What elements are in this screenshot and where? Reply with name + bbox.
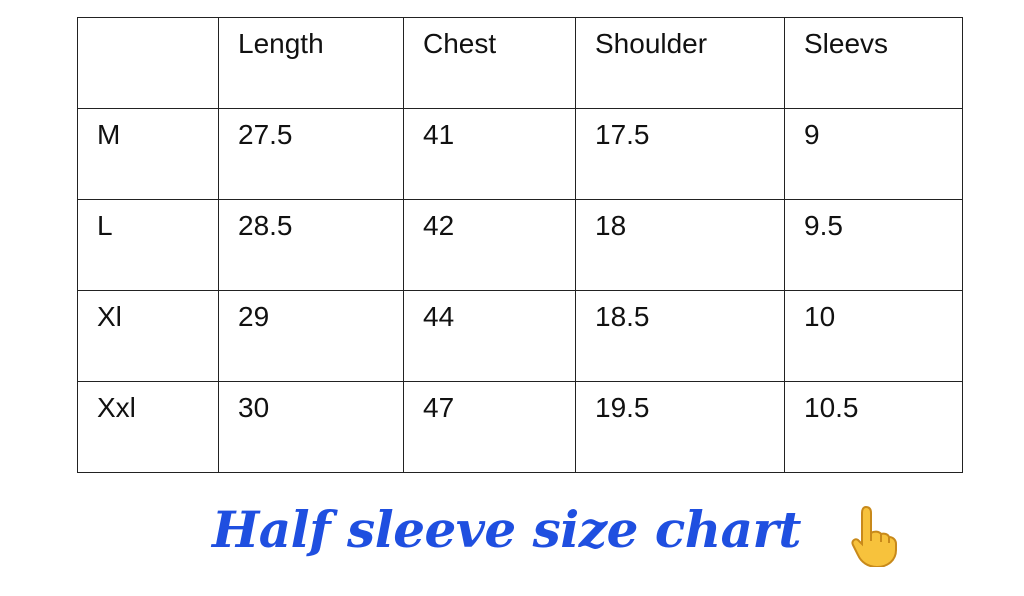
header-cell bbox=[77, 17, 219, 109]
table-row: L 28.5 42 18 9.5 bbox=[77, 199, 963, 291]
table-row: Xxl 30 47 19.5 10.5 bbox=[77, 381, 963, 473]
header-cell: Sleevs bbox=[784, 17, 963, 109]
header-row: Length Chest Shoulder Sleevs bbox=[77, 17, 963, 109]
chart-caption: Half sleeve size chart bbox=[212, 500, 801, 559]
size-cell: M bbox=[77, 108, 219, 200]
table-cell: 41 bbox=[403, 108, 576, 200]
pointing-up-hand-icon bbox=[851, 505, 897, 567]
table-cell: 42 bbox=[403, 199, 576, 291]
table-row: M 27.5 41 17.5 9 bbox=[77, 108, 963, 200]
table-cell: 29 bbox=[218, 290, 404, 382]
table-cell: 44 bbox=[403, 290, 576, 382]
table-cell: 18.5 bbox=[575, 290, 785, 382]
table-cell: 18 bbox=[575, 199, 785, 291]
table-cell: 47 bbox=[403, 381, 576, 473]
table-cell: 28.5 bbox=[218, 199, 404, 291]
size-cell: Xxl bbox=[77, 381, 219, 473]
size-cell: L bbox=[77, 199, 219, 291]
header-cell: Chest bbox=[403, 17, 576, 109]
table-cell: 10.5 bbox=[784, 381, 963, 473]
table-cell: 17.5 bbox=[575, 108, 785, 200]
table-row: Xl 29 44 18.5 10 bbox=[77, 290, 963, 382]
table-cell: 19.5 bbox=[575, 381, 785, 473]
size-cell: Xl bbox=[77, 290, 219, 382]
table-cell: 10 bbox=[784, 290, 963, 382]
table-cell: 9 bbox=[784, 108, 963, 200]
table-cell: 30 bbox=[218, 381, 404, 473]
size-chart-table: Length Chest Shoulder Sleevs M 27.5 41 1… bbox=[77, 17, 963, 473]
header-cell: Shoulder bbox=[575, 17, 785, 109]
table-cell: 9.5 bbox=[784, 199, 963, 291]
table-cell: 27.5 bbox=[218, 108, 404, 200]
header-cell: Length bbox=[218, 17, 404, 109]
